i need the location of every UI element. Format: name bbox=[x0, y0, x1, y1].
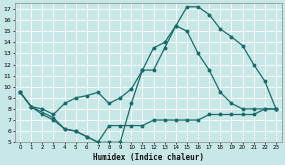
X-axis label: Humidex (Indice chaleur): Humidex (Indice chaleur) bbox=[93, 152, 203, 162]
